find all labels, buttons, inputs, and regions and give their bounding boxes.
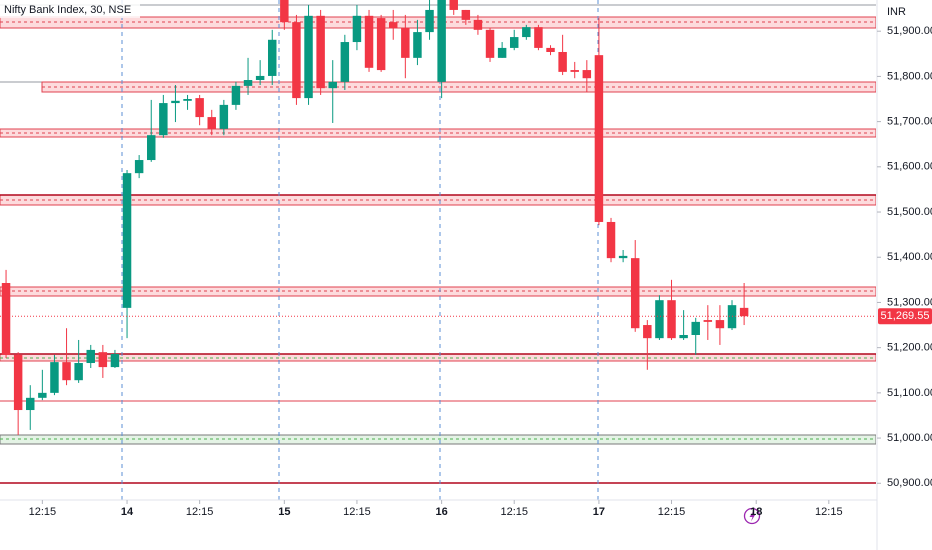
- candle-body: [134, 160, 144, 174]
- y-tick-label: 51,200.00: [887, 342, 932, 354]
- candle-body: [509, 37, 519, 48]
- candle-body: [352, 15, 362, 43]
- candle-body: [13, 354, 23, 411]
- candle-body: [643, 325, 652, 339]
- title-bg: [0, 0, 140, 18]
- candle-body: [207, 117, 216, 129]
- x-tick-label: 12:15: [815, 506, 843, 518]
- candle-body: [292, 22, 301, 99]
- candle-body: [219, 104, 229, 129]
- currency: INR: [887, 6, 906, 18]
- y-tick-label: 51,800.00: [887, 70, 932, 82]
- candle-body: [679, 334, 688, 339]
- candle-body: [86, 349, 95, 364]
- candle-body: [582, 70, 592, 79]
- candle-body: [485, 29, 495, 58]
- candle-body: [231, 85, 241, 105]
- x-tick-label: 12:15: [29, 506, 57, 518]
- x-tick-label: 12:15: [500, 506, 528, 518]
- x-tick-label: 12:15: [658, 506, 686, 518]
- candle-body: [570, 70, 579, 72]
- candle-body: [26, 397, 35, 411]
- candle-body: [328, 81, 337, 89]
- candle-body: [401, 28, 410, 58]
- y-tick-label: 51,300.00: [887, 296, 932, 308]
- candle-body: [655, 300, 664, 339]
- candle-body: [38, 392, 47, 398]
- candle-body: [546, 47, 555, 52]
- candle-body: [159, 103, 168, 136]
- candle-body: [280, 0, 289, 23]
- last-price-label: 51,269.55: [881, 310, 930, 322]
- chart-title: Nifty Bank Index, 30, NSE: [4, 4, 131, 16]
- candle-body: [147, 135, 156, 161]
- x-tick-label: 18: [750, 506, 762, 518]
- y-tick-label: 51,400.00: [887, 251, 932, 263]
- candle-body: [606, 221, 616, 259]
- candle-body: [558, 51, 567, 72]
- candle-body: [74, 363, 83, 381]
- candle-body: [183, 99, 192, 101]
- candle-body: [110, 353, 120, 368]
- candle-body: [739, 307, 749, 317]
- candle-body: [522, 27, 531, 38]
- last-price-tag: [878, 308, 932, 325]
- y-tick-label: 51,100.00: [887, 387, 932, 399]
- x-tick-label: 15: [278, 506, 290, 518]
- candle-body: [340, 42, 350, 82]
- y-tick-label: 50,900.00: [887, 477, 932, 489]
- candle-body: [268, 39, 277, 76]
- x-tick-label: 16: [436, 506, 448, 518]
- y-tick-label: 51,500.00: [887, 206, 932, 218]
- candle-body: [376, 18, 386, 71]
- candle-body: [50, 362, 59, 393]
- x-tick-label: 12:15: [186, 506, 214, 518]
- candle-body: [437, 0, 446, 82]
- candle-body: [667, 300, 676, 339]
- candle-body: [473, 19, 483, 30]
- alert-icon[interactable]: [743, 507, 761, 525]
- candle-body: [316, 15, 325, 89]
- y-tick-label: 51,700.00: [887, 116, 932, 128]
- x-tick-label: 14: [121, 506, 134, 518]
- candle-body: [122, 173, 132, 308]
- candle-body: [691, 321, 700, 335]
- candle-body: [388, 22, 398, 29]
- candle-body: [630, 258, 640, 329]
- candle-body: [461, 9, 471, 20]
- candle-body: [449, 0, 458, 10]
- candle-body: [304, 15, 313, 99]
- candle-body: [413, 32, 422, 58]
- candle-body: [594, 55, 604, 222]
- y-tick-label: 51,900.00: [887, 25, 932, 37]
- y-tick-label: 51,600.00: [887, 161, 932, 173]
- candle-body: [243, 80, 253, 86]
- candle-body: [195, 98, 204, 118]
- candle-body: [62, 362, 71, 381]
- candle-body: [497, 47, 507, 58]
- candle-body: [364, 15, 374, 68]
- candle-body: [534, 27, 543, 48]
- candle-body: [1, 283, 11, 355]
- candle-body: [98, 352, 108, 368]
- candle-body: [425, 9, 434, 33]
- x-tick-label: 17: [593, 506, 605, 518]
- x-tick-label: 12:15: [343, 506, 371, 518]
- candle-body: [715, 320, 725, 329]
- candle-body: [703, 320, 713, 322]
- candles: [1, 0, 749, 435]
- candle-body: [255, 75, 265, 81]
- y-tick-label: 51,000.00: [887, 432, 932, 444]
- candle-body: [618, 255, 628, 259]
- candle-body: [171, 100, 180, 104]
